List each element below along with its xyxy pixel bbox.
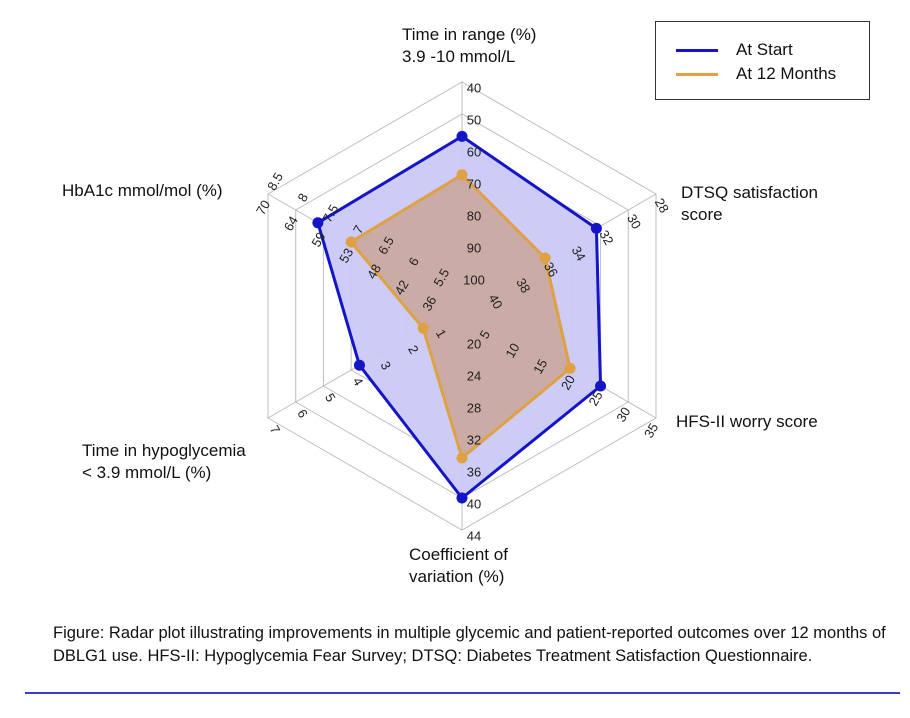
tick-label-hba1c-mmol: 64 — [281, 213, 301, 233]
tick-label-hba1c-mmol: 36 — [419, 293, 439, 313]
legend-label: At Start — [736, 40, 793, 59]
data-point-at-start-tir — [456, 130, 468, 142]
axis-title-line: HFS-II worry score — [676, 412, 818, 431]
data-point-at-start-hfs — [595, 380, 607, 392]
legend-item-at-start[interactable]: At Start — [676, 38, 793, 62]
axis-title-line: Coefficient of — [409, 545, 508, 564]
tick-label-cv: 20 — [467, 336, 481, 351]
data-point-at-12-months-hypo — [417, 322, 429, 334]
tick-label-hfs: 20 — [558, 372, 578, 392]
tick-label-hba1c-mmol: 42 — [392, 277, 412, 297]
figure-caption: Figure: Radar plot illustrating improvem… — [53, 624, 886, 665]
tick-label-hba1c-mmol: 70 — [253, 197, 273, 217]
tick-label-cv: 28 — [467, 400, 481, 415]
tick-label-cv: 36 — [467, 464, 481, 479]
tick-label-tir: 90 — [467, 240, 481, 255]
tick-label-dtsq: 34 — [569, 243, 589, 263]
data-point-at-12-months-dtsq — [539, 252, 551, 264]
tick-label-hba1c-mmol: 53 — [336, 245, 356, 265]
tick-label-tir: 40 — [467, 80, 481, 95]
tick-label-tir: 60 — [467, 144, 481, 159]
axis-title-dtsq: DTSQ satisfaction score — [681, 182, 818, 226]
tick-label-dtsq: 36 — [541, 259, 561, 279]
tick-label-cv: 44 — [467, 528, 481, 543]
data-point-at-12-months-hba1c — [345, 236, 357, 248]
tick-label-dtsq: 38 — [513, 275, 533, 295]
data-point-at-start-hba1c — [312, 217, 324, 229]
axis-title-cv: Coefficient of variation (%) — [409, 544, 508, 588]
axis-title-line: Time in range (%) — [402, 25, 537, 44]
tick-label-dtsq: 32 — [596, 227, 616, 247]
data-point-at-12-months-hfs — [564, 362, 576, 374]
tick-label-hba1c-mmol: 48 — [364, 261, 384, 281]
data-point-at-12-months-tir — [456, 169, 468, 181]
legend: At Start At 12 Months — [655, 21, 870, 100]
axis-title-hba1c: HbA1c mmol/mol (%) — [62, 180, 223, 202]
data-point-at-start-cv — [456, 492, 468, 504]
tick-label-hypo: 7 — [267, 423, 284, 437]
tick-label-hypo: 4 — [350, 375, 367, 389]
tick-label-hfs: 15 — [530, 356, 550, 376]
tick-label-tir: 50 — [467, 112, 481, 127]
axis-title-line: < 3.9 mmol/L (%) — [82, 463, 212, 482]
tick-label-hba1c-mmol: 59 — [308, 229, 328, 249]
axis-title-line: Time in hypoglycemia — [82, 441, 246, 460]
tick-label-cv: 40 — [467, 496, 481, 511]
legend-item-at-12-months[interactable]: At 12 Months — [676, 62, 836, 86]
axis-title-line: variation (%) — [409, 567, 505, 586]
tick-label-tir: 70 — [467, 176, 481, 191]
caption-divider — [25, 692, 900, 694]
axis-title-line: 3.9 -10 mmol/L — [402, 47, 516, 66]
tick-label-dtsq: 28 — [652, 195, 672, 215]
legend-label: At 12 Months — [736, 64, 837, 83]
axis-title-line: DTSQ satisfaction — [681, 183, 818, 202]
tick-label-tir: 80 — [467, 208, 481, 223]
radar-tick-labels: 100 90 80 70 60 50 40 40 38 36 34 32 30 28 5 10 15 20 25 30… — [253, 80, 672, 543]
radar-series — [312, 130, 607, 504]
series-fill-at-12-months — [351, 174, 571, 459]
tick-label-hfs: 25 — [586, 388, 606, 408]
tick-label-cv: 32 — [467, 432, 481, 447]
tick-label-dtsq: 30 — [624, 211, 644, 231]
axis-title-hypoglycemia: Time in hypoglycemia < 3.9 mmol/L (%) — [82, 440, 246, 484]
tick-label-hypo: 5 — [322, 391, 339, 405]
legend-swatch — [676, 48, 718, 52]
tick-label-hba1c: 8.5 — [264, 170, 286, 193]
tick-label-hfs: 10 — [502, 340, 522, 360]
data-point-at-start-hypo — [353, 359, 365, 371]
tick-label-hfs: 35 — [641, 420, 661, 440]
data-point-at-start-dtsq — [590, 222, 602, 234]
data-point-at-12-months-cv — [456, 452, 468, 464]
tick-label-hypo: 6 — [294, 407, 311, 421]
axis-title-line: HbA1c mmol/mol (%) — [62, 181, 223, 200]
tick-label-hba1c: 8 — [294, 191, 311, 205]
axis-title-line: score — [681, 205, 723, 224]
tick-label-tir: 100 — [463, 272, 485, 287]
legend-swatch — [676, 72, 718, 76]
axis-title-time-in-range: Time in range (%) 3.9 -10 mmol/L — [402, 24, 536, 68]
tick-label-cv: 24 — [467, 368, 481, 383]
tick-label-dtsq: 40 — [486, 291, 506, 311]
tick-label-hfs: 30 — [613, 404, 633, 424]
axis-title-hfs: HFS-II worry score — [676, 411, 818, 433]
